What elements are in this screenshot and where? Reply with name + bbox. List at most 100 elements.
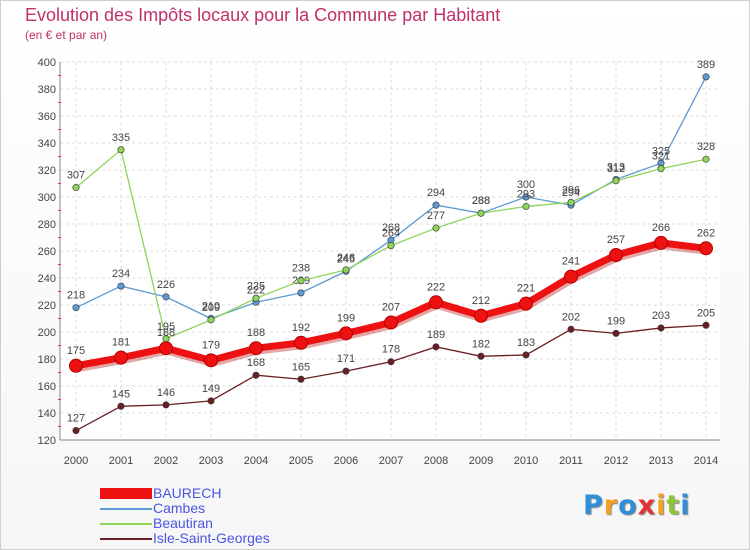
x-tick-label: 2004 bbox=[244, 455, 268, 467]
data-point bbox=[702, 73, 710, 81]
x-tick-label: 2007 bbox=[379, 455, 403, 467]
data-label: 222 bbox=[427, 281, 445, 293]
data-label: 210 bbox=[202, 301, 220, 313]
data-point bbox=[384, 315, 398, 330]
data-point bbox=[117, 402, 125, 410]
data-point bbox=[204, 353, 218, 368]
data-point bbox=[72, 304, 80, 312]
logo-letter: r bbox=[603, 490, 619, 521]
data-label: 222 bbox=[247, 284, 265, 296]
data-label: 165 bbox=[292, 361, 310, 373]
data-point bbox=[474, 308, 488, 323]
data-point bbox=[564, 269, 578, 284]
data-label: 264 bbox=[382, 228, 400, 240]
data-point bbox=[297, 375, 305, 383]
data-label: 225 bbox=[247, 280, 265, 292]
y-tick-label: 280 bbox=[38, 219, 56, 231]
data-label: 212 bbox=[472, 295, 490, 307]
x-tick-label: 2014 bbox=[694, 455, 718, 467]
data-label: 146 bbox=[157, 387, 175, 399]
data-label: 277 bbox=[427, 210, 445, 222]
data-label: 221 bbox=[517, 283, 535, 295]
data-label: 234 bbox=[112, 268, 130, 280]
data-label: 296 bbox=[562, 184, 580, 196]
data-point bbox=[252, 294, 260, 302]
x-tick-label: 2013 bbox=[649, 455, 673, 467]
data-label: 313 bbox=[607, 161, 625, 173]
data-point bbox=[702, 321, 710, 329]
data-point bbox=[117, 146, 125, 154]
data-point bbox=[432, 224, 440, 232]
data-point bbox=[567, 198, 575, 206]
x-tick-label: 2008 bbox=[424, 455, 448, 467]
data-label: 127 bbox=[67, 413, 85, 425]
data-point bbox=[657, 324, 665, 332]
data-label: 294 bbox=[562, 187, 580, 199]
data-label: 293 bbox=[517, 188, 535, 200]
chart-subtitle: (en € et par an) bbox=[25, 28, 108, 42]
x-tick-label: 2001 bbox=[109, 455, 133, 467]
data-label: 257 bbox=[607, 234, 625, 246]
data-label: 179 bbox=[202, 339, 220, 351]
data-point bbox=[387, 358, 395, 366]
data-point bbox=[654, 235, 668, 250]
data-point bbox=[69, 358, 83, 373]
y-tick-label: 180 bbox=[38, 354, 56, 366]
data-point bbox=[519, 296, 533, 311]
y-tick-label: 340 bbox=[38, 138, 56, 150]
data-label: 288 bbox=[472, 195, 490, 207]
proxiti-logo: Proxiti bbox=[583, 490, 691, 521]
data-label: 218 bbox=[67, 290, 85, 302]
data-label: 266 bbox=[652, 222, 670, 234]
x-tick-label: 2012 bbox=[604, 455, 628, 467]
legend-label: BAURECH bbox=[153, 485, 222, 501]
data-label: 189 bbox=[427, 329, 445, 341]
data-label: 202 bbox=[562, 311, 580, 323]
data-label: 262 bbox=[697, 227, 715, 239]
data-label: 171 bbox=[337, 353, 355, 365]
data-label: 241 bbox=[562, 256, 580, 268]
data-label: 195 bbox=[157, 321, 175, 333]
legend-swatch bbox=[100, 523, 152, 525]
data-label: 389 bbox=[697, 59, 715, 71]
data-label: 328 bbox=[697, 141, 715, 153]
y-tick-label: 120 bbox=[38, 435, 56, 447]
data-point bbox=[72, 184, 80, 192]
data-label: 192 bbox=[292, 322, 310, 334]
legend-label: Cambes bbox=[153, 500, 206, 516]
data-point bbox=[387, 242, 395, 250]
legend-label: Isle-Saint-Georges bbox=[153, 530, 270, 546]
data-point bbox=[477, 352, 485, 360]
data-label: 199 bbox=[337, 312, 355, 324]
data-point bbox=[609, 248, 623, 263]
data-point bbox=[294, 335, 308, 350]
data-point bbox=[477, 209, 485, 217]
legend-swatch bbox=[100, 508, 152, 510]
x-tick-label: 2005 bbox=[289, 455, 313, 467]
data-label: 325 bbox=[652, 145, 670, 157]
data-point bbox=[162, 401, 170, 409]
y-tick-label: 140 bbox=[38, 408, 56, 420]
data-label: 149 bbox=[202, 383, 220, 395]
y-tick-label: 380 bbox=[38, 84, 56, 96]
data-label: 188 bbox=[247, 327, 265, 339]
data-label: 205 bbox=[697, 307, 715, 319]
data-label: 307 bbox=[67, 170, 85, 182]
data-label: 168 bbox=[247, 357, 265, 369]
y-tick-label: 260 bbox=[38, 246, 56, 258]
data-point bbox=[342, 367, 350, 375]
data-label: 335 bbox=[112, 132, 130, 144]
data-label: 175 bbox=[67, 345, 85, 357]
legend-label: Beautiran bbox=[153, 515, 213, 531]
data-label: 226 bbox=[157, 279, 175, 291]
x-tick-label: 2000 bbox=[64, 455, 88, 467]
logo-letter: x bbox=[637, 490, 657, 521]
legend-swatch bbox=[100, 538, 152, 540]
logo-letter: i bbox=[656, 490, 667, 521]
data-label: 188 bbox=[157, 327, 175, 339]
legend-swatch bbox=[100, 488, 152, 499]
data-label: 321 bbox=[652, 151, 670, 163]
data-point bbox=[207, 397, 215, 405]
data-label: 183 bbox=[517, 337, 535, 349]
data-point bbox=[159, 341, 173, 356]
